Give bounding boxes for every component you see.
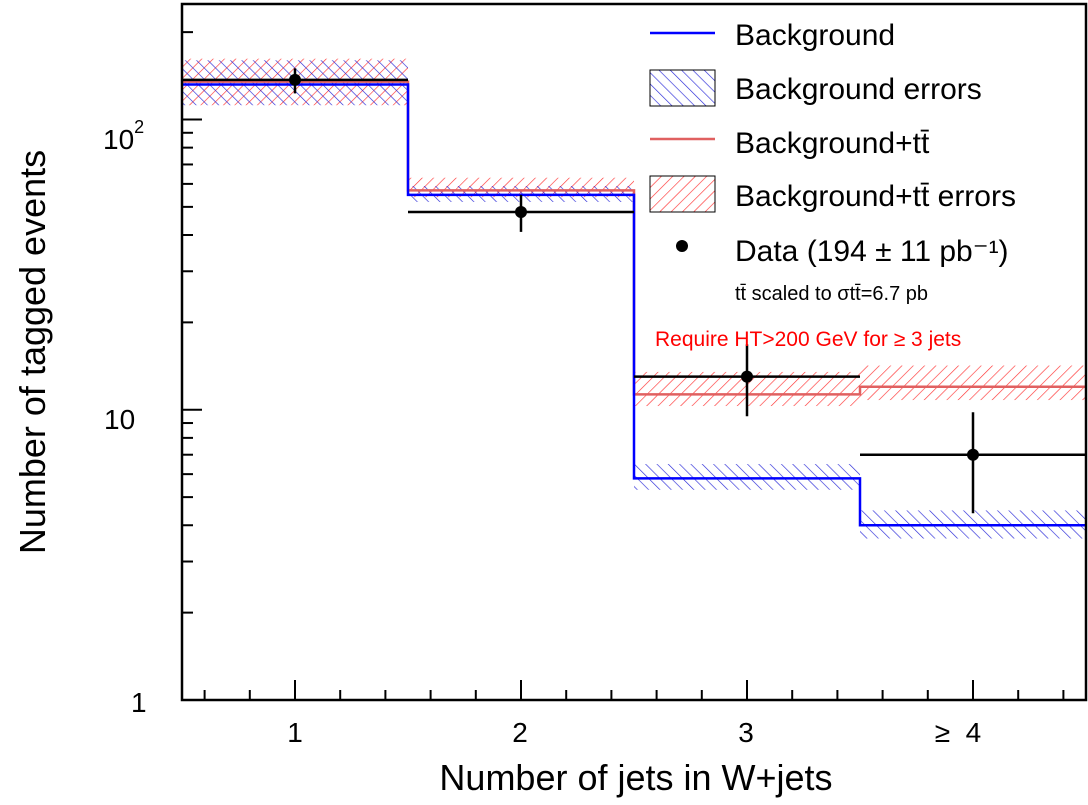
y-tick-label-10: 10 [104,404,135,435]
y-tick-label-1: 1 [131,687,147,718]
background-error-band-3 [634,464,860,490]
background-histogram-line [182,83,1086,527]
data-point-2 [515,206,527,219]
y-axis-title: Number of tagged events [12,150,53,554]
x-tick-label-3: 3 [738,717,754,748]
legend-bkg-ttbar-label: Background+tt̄ [735,127,930,160]
x-tick-label-2: 2 [512,717,528,748]
bkg-ttbar-error-band-4 [860,365,1086,401]
legend-data-label: Data (194 ± 11 pb⁻¹) [735,235,1009,268]
legend-ttbar-scale-note: tt̄ scaled to σtt̄=6.7 pb [735,283,928,305]
legend-data-marker [676,240,688,252]
legend: Background Background errors Background+… [649,19,1016,305]
y-tick-label-100-exp: 2 [134,117,144,137]
legend-bkg-ttbar-errors-label: Background+tt̄ errors [735,180,1016,213]
legend-background-errors-swatch [649,69,716,107]
data-point-3 [741,370,753,383]
data-points [182,68,1086,514]
legend-background-label: Background [735,19,895,52]
data-point-4 [967,448,979,461]
x-tick-label-1: 1 [287,717,303,748]
x-tick-label-4: ≥ 4 [935,717,982,748]
x-axis-title: Number of jets in W+jets [439,757,832,798]
annotation-ht-cut: Require HT>200 GeV for ≥ 3 jets [655,328,961,351]
y-axis-ticks [182,31,202,701]
histogram-lines [182,80,1086,527]
legend-bkg-ttbar-errors-swatch [649,175,716,213]
plot-frame [180,2,1088,702]
legend-background-errors-label: Background errors [735,73,982,106]
x-axis-ticks [203,680,1065,700]
data-point-1 [289,73,301,86]
y-tick-label-100: 102 [103,117,144,155]
y-tick-label-100-base: 10 [103,124,134,155]
